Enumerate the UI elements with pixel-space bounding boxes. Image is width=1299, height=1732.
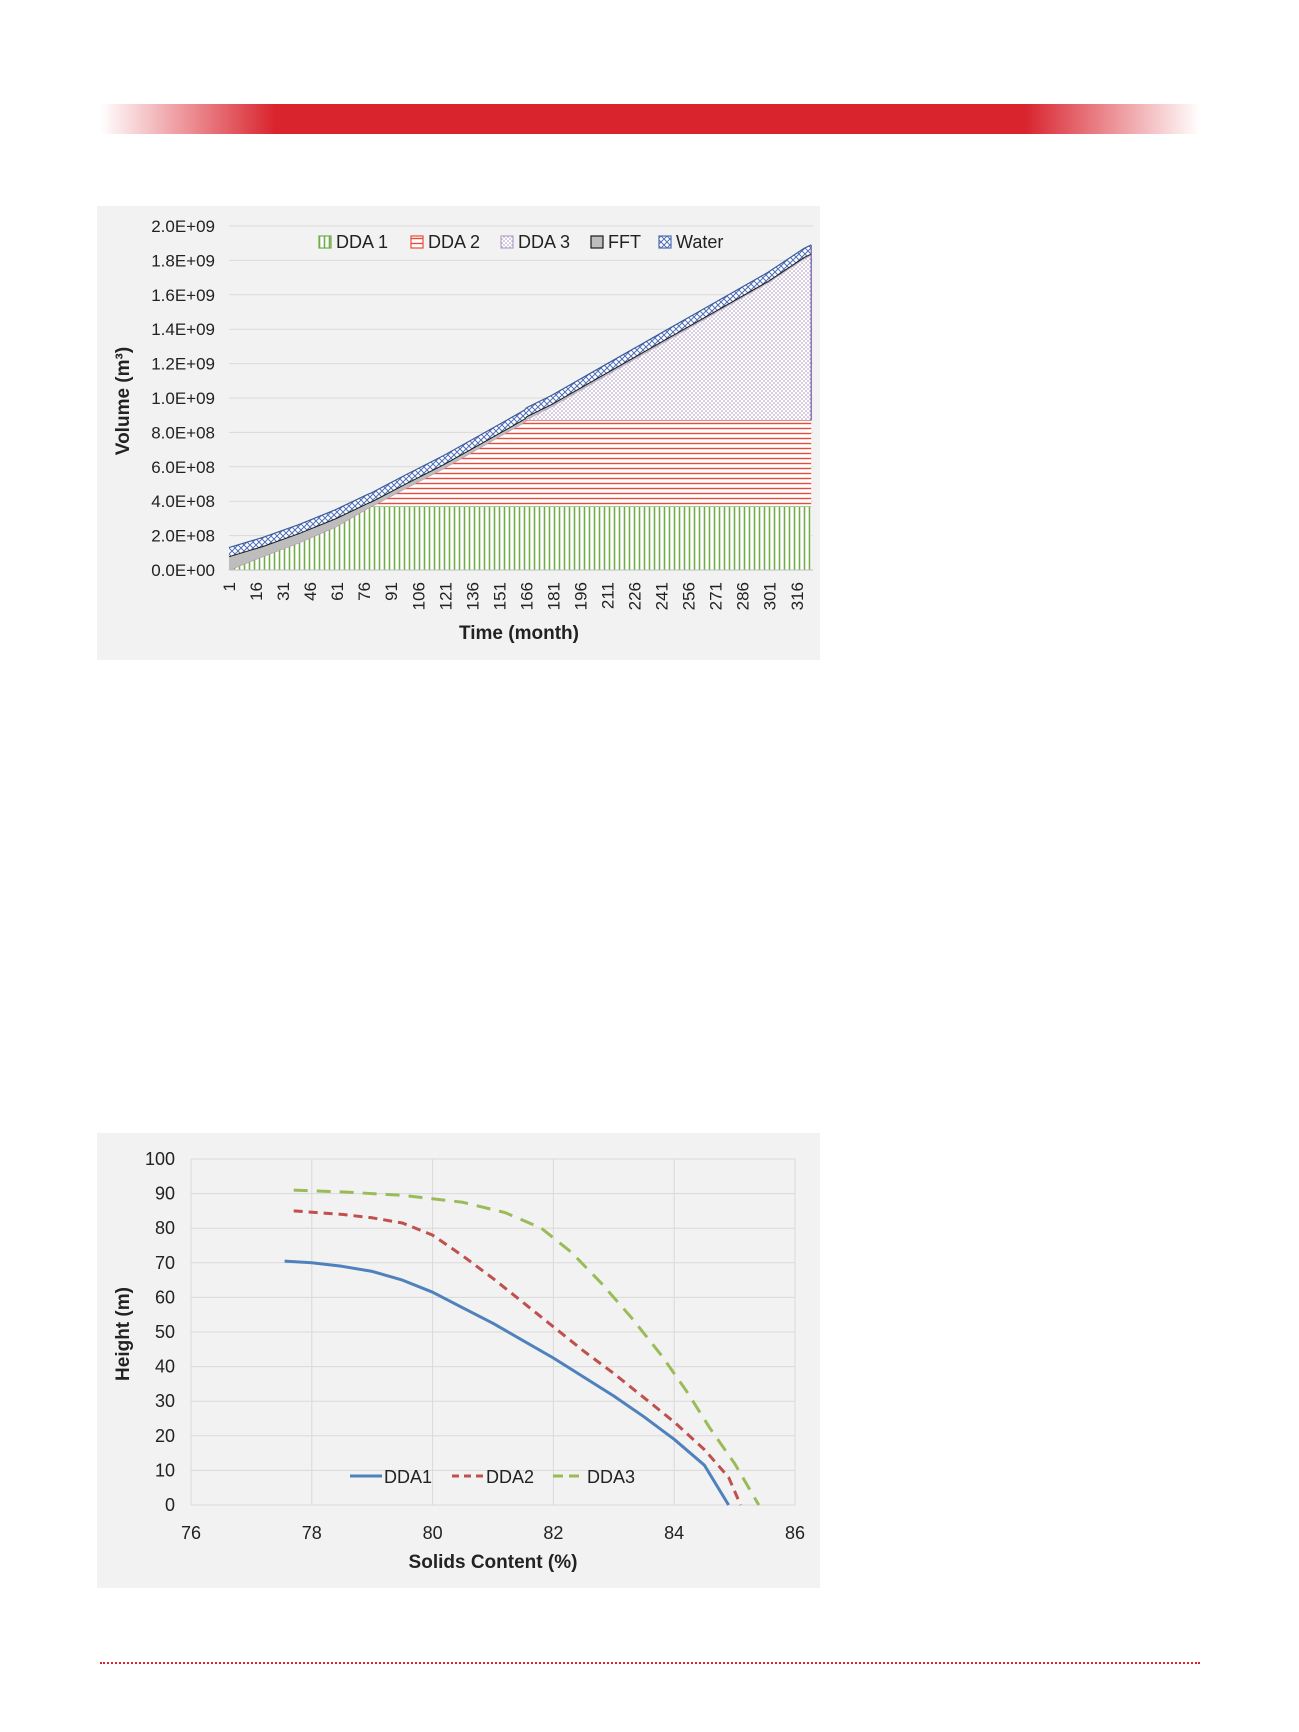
x-tick-label: 91 — [382, 582, 401, 601]
y-tick-label: 1.6E+09 — [151, 286, 215, 305]
x-tick-label: 211 — [599, 582, 618, 609]
x-tick-label: 46 — [301, 582, 320, 601]
legend: DDA1 DDA2 DDA3 — [350, 1467, 635, 1487]
y-tick-label: 50 — [155, 1322, 175, 1342]
area-edge-water — [228, 244, 812, 549]
x-tick-label: 86 — [785, 1523, 805, 1543]
legend-item-fft: FFT — [590, 232, 641, 252]
series-line-dda1 — [284, 1259, 730, 1506]
series-line-dda2 — [293, 1209, 742, 1506]
x-tick-label: 76 — [355, 582, 374, 601]
x-tick-label: 136 — [463, 582, 482, 610]
y-tick-label: 8.0E+08 — [151, 423, 215, 442]
gridlines — [190, 1158, 796, 1506]
legend-swatch-dda-1 — [318, 235, 332, 249]
legend-swatch-dda-2 — [410, 235, 424, 249]
y-tick-label: 2.0E+08 — [151, 527, 215, 546]
y-tick-label: 1.2E+09 — [151, 355, 215, 374]
x-tick-label: 78 — [302, 1523, 322, 1543]
y-axis-label: Height (m) — [113, 1287, 134, 1381]
y-tick-label: 2.0E+09 — [151, 217, 215, 236]
x-tick-label: 31 — [274, 582, 293, 601]
legend-item-dda-3: DDA 3 — [500, 232, 570, 252]
y-tick-label: 20 — [155, 1426, 175, 1446]
legend-swatch-fft — [590, 235, 604, 249]
legend-label-dda-1: DDA 1 — [336, 232, 388, 252]
y-tick-label: 10 — [155, 1460, 175, 1480]
legend-label-dda1: DDA1 — [384, 1467, 432, 1487]
bottom-dotted-rule — [100, 1662, 1200, 1664]
x-axis-label: Solids Content (%) — [409, 1552, 578, 1573]
legend-swatch-water — [658, 235, 672, 249]
legend-label-water: Water — [676, 232, 723, 252]
series-lines — [284, 1188, 761, 1506]
y-tick-label: 30 — [155, 1391, 175, 1411]
legend-label-dda-2: DDA 2 — [428, 232, 480, 252]
area-dda-1 — [229, 506, 812, 570]
legend-item-dda-1: DDA 1 — [318, 232, 388, 252]
legend-item-dda3: DDA3 — [553, 1467, 635, 1487]
y-tick-label: 0.0E+00 — [151, 561, 215, 580]
area-dda-3 — [229, 255, 812, 570]
x-tick-label: 106 — [409, 582, 428, 610]
x-tick-label: 241 — [653, 582, 672, 610]
volume-chart-svg: Volume (m³) Time (month) 0.0E+00 2.0E+08 4… — [113, 217, 813, 644]
x-tick-label: 16 — [247, 582, 266, 601]
y-tick-label: 1.0E+09 — [151, 389, 215, 408]
x-tick-label: 121 — [436, 582, 455, 610]
y-tick-label: 4.0E+08 — [151, 492, 215, 511]
x-tick-label: 286 — [734, 582, 753, 610]
y-tick-label: 1.4E+09 — [151, 320, 215, 339]
y-tick-label: 60 — [155, 1287, 175, 1307]
legend-swatch-dda-3 — [500, 235, 514, 249]
x-tick-label: 271 — [707, 582, 726, 610]
x-tick-label: 151 — [490, 582, 509, 610]
top-banner — [100, 104, 1200, 134]
x-tick-label: 80 — [423, 1523, 443, 1543]
legend-item-dda2: DDA2 — [452, 1467, 534, 1487]
y-tick-label: 90 — [155, 1184, 175, 1204]
y-tick-label: 100 — [145, 1149, 175, 1169]
x-tick-label: 316 — [788, 582, 807, 610]
y-tick-label: 6.0E+08 — [151, 458, 215, 477]
legend: DDA 1 DDA 2 DDA 3 FFT Water — [318, 232, 723, 252]
x-tick-label: 82 — [543, 1523, 563, 1543]
height-chart: Height (m) Solids Content (%) 0 10 20 30 40 5… — [97, 1133, 820, 1588]
legend-label-dda3: DDA3 — [587, 1467, 635, 1487]
legend-label-dda2: DDA2 — [486, 1467, 534, 1487]
height-chart-svg: Height (m) Solids Content (%) 0 10 20 30 40 5… — [113, 1149, 805, 1573]
y-tick-label: 40 — [155, 1357, 175, 1377]
x-tick-label: 301 — [761, 582, 780, 610]
legend-label-fft: FFT — [608, 232, 641, 252]
x-tick-label: 166 — [517, 582, 536, 610]
series-line-dda3 — [293, 1188, 761, 1506]
y-tick-label: 1.8E+09 — [151, 251, 215, 270]
area-dda-2 — [229, 420, 812, 570]
x-tick-label: 226 — [626, 582, 645, 610]
x-tick-label: 76 — [181, 1523, 201, 1543]
x-tick-label: 1 — [220, 582, 239, 591]
legend-item-water: Water — [658, 232, 723, 252]
legend-item-dda1: DDA1 — [350, 1467, 432, 1487]
legend-item-dda-2: DDA 2 — [410, 232, 480, 252]
legend-label-dda-3: DDA 3 — [518, 232, 570, 252]
area-layers — [228, 244, 812, 571]
x-axis-label: Time (month) — [459, 623, 579, 644]
y-tick-label: 0 — [165, 1495, 175, 1515]
x-tick-label: 196 — [572, 582, 591, 610]
y-tick-label: 70 — [155, 1253, 175, 1273]
x-tick-label: 181 — [544, 582, 563, 610]
y-axis-label: Volume (m³) — [113, 347, 134, 455]
y-tick-label: 80 — [155, 1218, 175, 1238]
x-tick-label: 84 — [664, 1523, 684, 1543]
x-tick-label: 256 — [680, 582, 699, 610]
x-tick-label: 61 — [328, 582, 347, 601]
volume-chart: Volume (m³) Time (month) 0.0E+00 2.0E+08 4… — [97, 206, 820, 660]
